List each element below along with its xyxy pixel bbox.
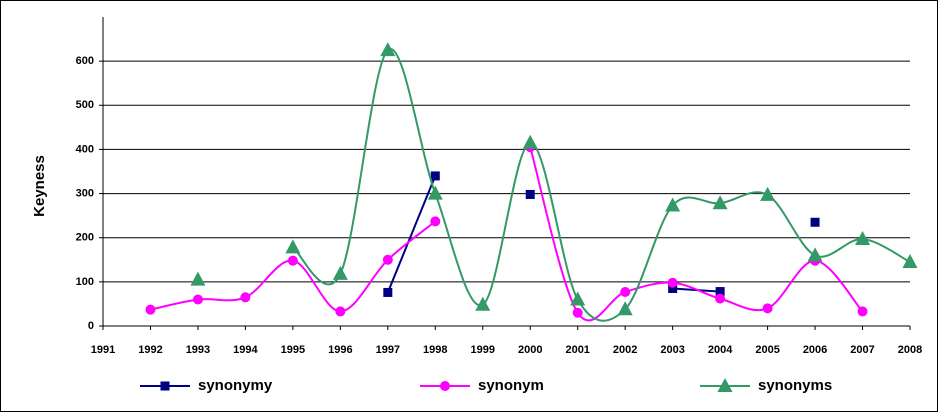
x-tick-label: 1991 <box>91 344 115 356</box>
x-tick-label: 1992 <box>138 344 162 356</box>
data-point <box>715 287 725 297</box>
x-tick-label: 1999 <box>471 344 495 356</box>
legend-label: synonymy <box>198 377 273 394</box>
data-point <box>712 195 728 210</box>
x-tick-label: 1998 <box>423 344 447 356</box>
legend-marker <box>160 381 170 391</box>
data-point <box>715 293 726 304</box>
x-tick-label: 2000 <box>518 344 542 356</box>
y-tick-label: 200 <box>76 232 94 244</box>
x-tick-label: 1994 <box>233 344 258 356</box>
data-point <box>668 283 678 293</box>
x-tick-label: 1996 <box>328 344 352 356</box>
data-point <box>190 271 206 286</box>
legend-marker <box>440 381 450 391</box>
data-point <box>285 239 301 254</box>
x-tick-label: 1993 <box>186 344 210 356</box>
x-tick-label: 2003 <box>660 344 684 356</box>
data-point <box>570 291 586 306</box>
data-point <box>145 304 156 315</box>
data-point <box>475 296 491 311</box>
y-tick-label: 0 <box>88 320 94 332</box>
data-point <box>332 265 348 280</box>
data-point <box>617 301 633 316</box>
data-point <box>620 287 631 298</box>
data-point <box>522 134 538 149</box>
data-point <box>335 306 346 317</box>
x-tick-label: 2005 <box>755 344 779 356</box>
y-axis-label: Keyness <box>31 155 48 217</box>
data-point <box>240 292 251 303</box>
data-point <box>855 231 871 246</box>
x-tick-label: 1995 <box>281 344 305 356</box>
series-line <box>292 48 911 322</box>
y-tick-label: 600 <box>76 55 94 67</box>
data-point <box>665 197 681 212</box>
data-point <box>857 306 868 317</box>
data-point <box>430 216 441 227</box>
data-point <box>287 255 298 266</box>
data-point <box>760 186 776 201</box>
y-tick-label: 400 <box>76 143 94 155</box>
x-tick-label: 1997 <box>376 344 400 356</box>
data-point <box>380 42 396 57</box>
y-tick-label: 100 <box>76 276 94 288</box>
data-point <box>762 303 773 314</box>
x-tick-label: 2002 <box>613 344 637 356</box>
x-tick-label: 2007 <box>850 344 874 356</box>
data-point <box>382 254 393 265</box>
data-point <box>902 253 918 268</box>
data-point <box>525 189 535 199</box>
legend-label: synonyms <box>758 377 832 394</box>
y-tick-label: 500 <box>76 99 94 111</box>
legend-label: synonym <box>478 377 544 394</box>
data-point <box>572 307 583 318</box>
x-tick-label: 2008 <box>898 344 922 356</box>
data-point <box>430 171 440 181</box>
legend-marker <box>717 378 733 392</box>
x-tick-label: 2001 <box>565 344 589 356</box>
data-point <box>807 247 823 262</box>
data-point <box>383 287 393 297</box>
data-point <box>810 217 820 227</box>
x-tick-label: 2006 <box>803 344 827 356</box>
x-tick-label: 2004 <box>708 344 733 356</box>
data-point <box>667 277 678 288</box>
data-point <box>192 294 203 305</box>
data-point <box>427 185 443 200</box>
y-tick-label: 300 <box>76 187 94 199</box>
